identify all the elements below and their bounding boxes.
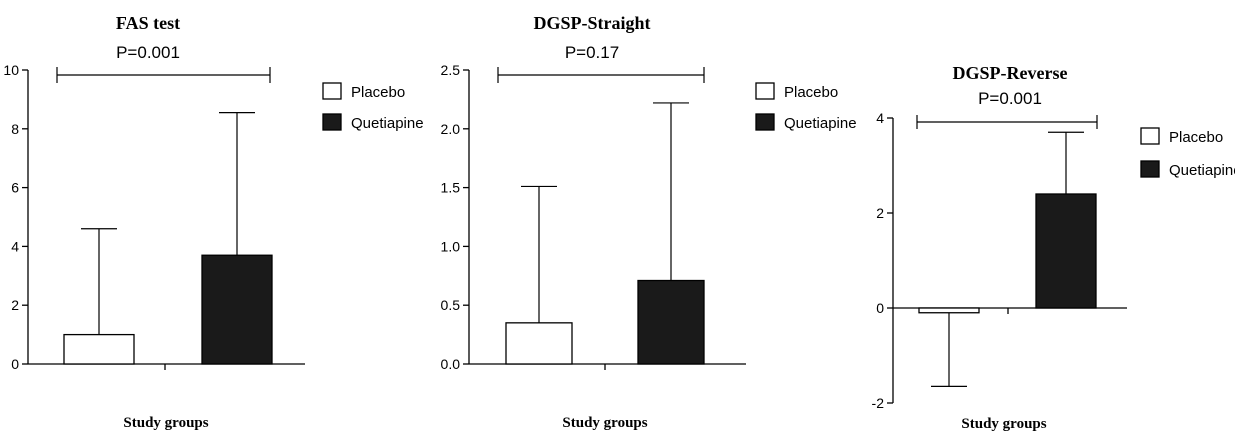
y-tick-label: 4 (11, 238, 19, 254)
legend-label-quetiapine: Quetiapine (1169, 162, 1235, 179)
y-tick-label: 2 (11, 297, 19, 313)
chart-title: DGSP-Reverse (953, 63, 1068, 83)
chart-title: DGSP-Straight (534, 13, 651, 33)
y-tick-label: 2.5 (441, 62, 461, 78)
x-axis-label: Study groups (961, 416, 1046, 432)
legend-label-placebo: Placebo (784, 84, 838, 101)
y-tick-label: 4 (876, 110, 884, 126)
chart-panel-3: DGSP-Reverse P=0.001 -2 0 2 4 Study groups Plac… (872, 63, 1235, 432)
legend-swatch-placebo (755, 82, 775, 100)
y-tick-label: 6 (11, 180, 19, 196)
chart-panel-1: FAS test P=0.001 0 2 4 6 8 10 Study groups Placeb… (3, 13, 423, 431)
bar-placebo (505, 322, 573, 365)
legend-swatch-placebo (322, 82, 342, 100)
legend-label-placebo: Placebo (1169, 129, 1223, 146)
bar-quetiapine (1035, 193, 1097, 309)
y-tick-label: 2.0 (441, 121, 461, 137)
bar-quetiapine (201, 254, 273, 365)
y-tick-label: 2 (876, 205, 884, 221)
p-value-annotation: P=0.001 (116, 43, 180, 62)
y-tick-label: 0.0 (441, 356, 461, 372)
legend-label-quetiapine: Quetiapine (351, 115, 424, 132)
legend-swatch-quetiapine (1140, 160, 1160, 178)
bar-quetiapine (637, 279, 705, 365)
chart-title: FAS test (116, 13, 180, 33)
y-tick-label: -2 (872, 395, 885, 411)
p-value-annotation: P=0.001 (978, 89, 1042, 108)
legend-swatch-quetiapine (755, 113, 775, 131)
y-tick-label: 0.5 (441, 297, 461, 313)
chart-panel-2: DGSP-Straight P=0.17 0.0 0.5 1.0 1.5 2.0 2.5 Stu… (441, 13, 857, 431)
legend-label-quetiapine: Quetiapine (784, 115, 857, 132)
x-axis-label: Study groups (562, 415, 647, 431)
p-value-annotation: P=0.17 (565, 43, 619, 62)
bar-placebo (63, 333, 135, 365)
y-tick-label: 8 (11, 121, 19, 137)
legend-label-placebo: Placebo (351, 84, 405, 101)
legend-swatch-placebo (1140, 127, 1160, 145)
y-tick-label: 0 (11, 356, 19, 372)
y-tick-label: 1.0 (441, 238, 461, 254)
legend-swatch-quetiapine (322, 113, 342, 131)
y-tick-label: 1.5 (441, 180, 461, 196)
x-axis-label: Study groups (123, 415, 208, 431)
y-tick-label: 0 (876, 300, 884, 316)
y-tick-label: 10 (3, 62, 19, 78)
bar-placebo (918, 307, 980, 314)
